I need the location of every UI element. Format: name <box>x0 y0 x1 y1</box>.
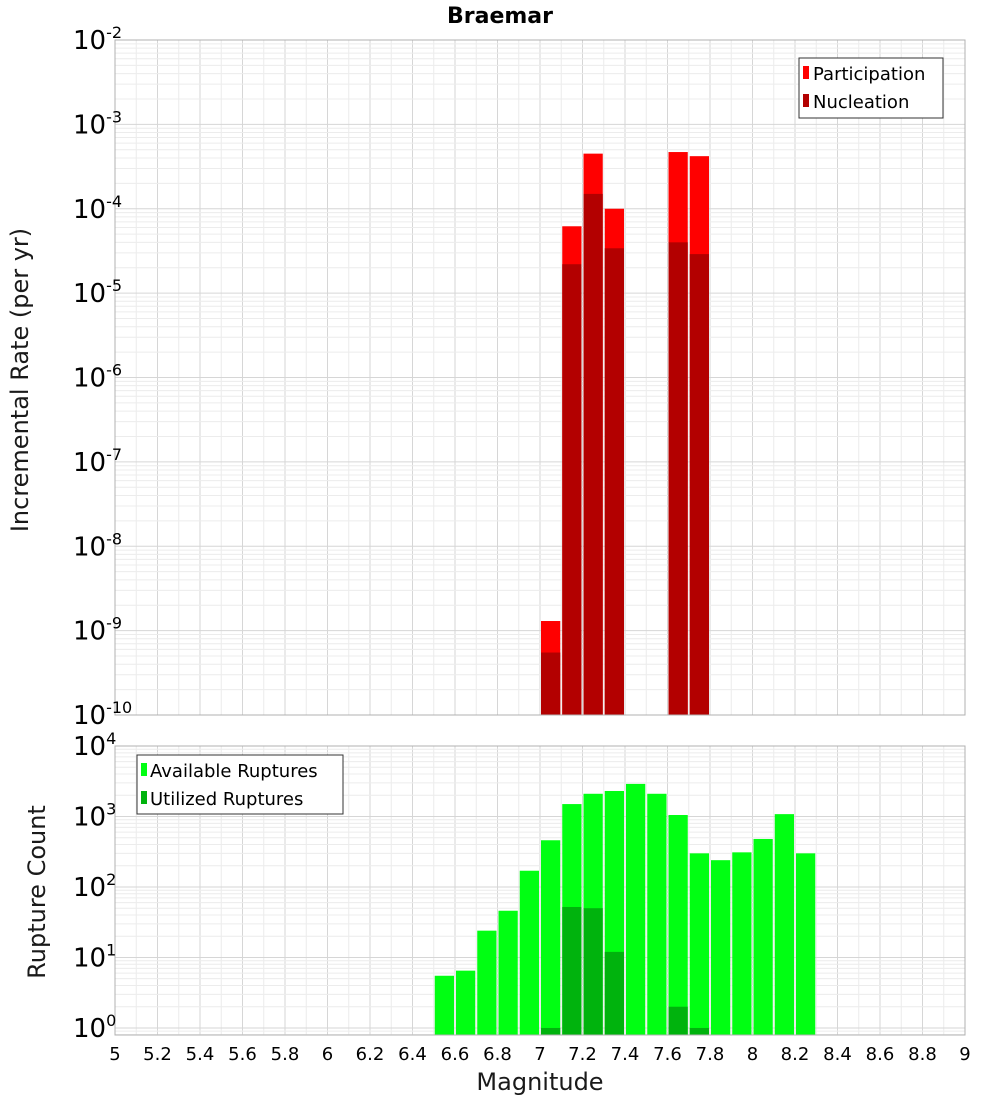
bottom-panel-rupture-count: 100 101 102 103 104 5 5.2 5.4 5.6 5.8 6 6.2 6.4 6.6 6… <box>23 729 971 1096</box>
top-plot-frame <box>114 39 966 716</box>
top-y-tick-label: 10-10 <box>73 698 132 731</box>
bottom-bar-utilized-ruptures <box>541 1027 561 1035</box>
top-y-tick-label: 10-8 <box>73 529 122 562</box>
legend-swatch-nucleation <box>803 94 809 107</box>
x-tick-label: 7.2 <box>568 1044 597 1065</box>
bottom-bar-available-ruptures <box>668 814 688 1035</box>
top-bars <box>541 152 709 716</box>
legend-swatch-utilized-ruptures <box>141 791 147 804</box>
bottom-bar-available-ruptures <box>498 910 518 1035</box>
bottom-bar-available-ruptures <box>456 970 476 1035</box>
legend-swatch-participation <box>803 66 809 79</box>
x-tick-label: 8.2 <box>781 1044 810 1065</box>
bottom-bars <box>434 783 816 1035</box>
x-tick-label: 5 <box>109 1044 120 1065</box>
top-y-tick-label: 10-9 <box>73 614 122 647</box>
legend-label-utilized-ruptures: Utilized Ruptures <box>150 789 303 810</box>
x-tick-label: 7.4 <box>611 1044 640 1065</box>
x-tick-label: 6.4 <box>398 1044 427 1065</box>
bottom-bar-available-ruptures <box>732 852 752 1035</box>
x-tick-label: 7.6 <box>653 1044 682 1065</box>
bottom-bar-available-ruptures <box>796 853 816 1035</box>
top-y-tick-label: 10-2 <box>73 23 122 56</box>
bottom-bar-available-ruptures <box>519 870 539 1035</box>
top-y-ticks: 10-10 10-9 10-8 10-7 10-6 10-5 10-4 10-3 10-2 <box>73 23 132 731</box>
bottom-bar-available-ruptures <box>711 860 731 1035</box>
x-tick-label: 5.8 <box>271 1044 300 1065</box>
x-tick-label: 8.8 <box>908 1044 937 1065</box>
top-panel-rate-plot: 10-10 10-9 10-8 10-7 10-6 10-5 10-4 10-3 10-2 In… <box>6 23 966 731</box>
top-legend: Participation Nucleation <box>798 57 944 119</box>
bottom-y-tick-label: 104 <box>73 729 116 762</box>
bottom-bar-available-ruptures <box>626 783 646 1035</box>
bottom-y-axis-label: Rupture Count <box>23 805 51 979</box>
legend-label-nucleation: Nucleation <box>813 92 909 113</box>
top-bar-nucleation <box>541 652 561 715</box>
bottom-legend-box <box>136 754 344 815</box>
bottom-bar-available-ruptures <box>689 853 709 1035</box>
top-y-tick-label: 10-5 <box>73 276 122 309</box>
legend-swatch-available-ruptures <box>141 763 147 776</box>
bottom-bar-utilized-ruptures <box>689 1027 709 1035</box>
top-bar-nucleation <box>689 254 709 715</box>
top-bar-nucleation <box>562 264 582 715</box>
bottom-bar-utilized-ruptures <box>562 906 582 1035</box>
top-y-tick-label: 10-6 <box>73 361 122 394</box>
top-y-tick-label: 10-3 <box>73 107 122 140</box>
bottom-grid <box>114 746 966 1036</box>
top-legend-box <box>798 57 944 119</box>
bottom-bar-utilized-ruptures <box>583 908 603 1035</box>
x-axis-label: Magnitude <box>476 1068 603 1096</box>
x-tick-label: 5.2 <box>143 1044 172 1065</box>
x-tick-label: 6.6 <box>441 1044 470 1065</box>
x-tick-label: 6.8 <box>483 1044 512 1065</box>
bottom-bar-available-ruptures <box>434 975 454 1035</box>
x-ticks: 5 5.2 5.4 5.6 5.8 6 6.2 6.4 6.6 6.8 7 7.2 7.4 7.6 7.8 8… <box>109 1044 970 1065</box>
legend-label-available-ruptures: Available Ruptures <box>150 761 318 782</box>
bottom-legend: Available Ruptures Utilized Ruptures <box>136 754 344 815</box>
legend-label-participation: Participation <box>813 64 925 85</box>
top-y-tick-label: 10-7 <box>73 445 122 478</box>
chart-title: Braemar <box>447 4 553 29</box>
top-y-axis-label: Incremental Rate (per yr) <box>6 228 34 532</box>
x-tick-label: 8 <box>747 1044 758 1065</box>
bottom-bar-available-ruptures <box>541 840 561 1035</box>
top-bar-nucleation <box>583 193 603 715</box>
top-grid <box>114 40 966 716</box>
bottom-bar-available-ruptures <box>774 814 794 1035</box>
x-tick-label: 8.6 <box>866 1044 895 1065</box>
top-bar-nucleation <box>668 242 688 716</box>
x-tick-label: 6.2 <box>356 1044 385 1065</box>
bottom-y-tick-label: 103 <box>73 799 116 832</box>
x-tick-label: 5.6 <box>228 1044 257 1065</box>
bottom-bar-available-ruptures <box>753 838 773 1035</box>
x-tick-label: 8.4 <box>823 1044 852 1065</box>
bottom-y-tick-label: 101 <box>73 940 116 973</box>
x-tick-label: 7 <box>534 1044 545 1065</box>
x-tick-label: 7.8 <box>696 1044 725 1065</box>
bottom-bar-utilized-ruptures <box>668 1006 688 1035</box>
x-tick-label: 9 <box>959 1044 970 1065</box>
bottom-y-tick-label: 100 <box>73 1011 116 1044</box>
bottom-y-tick-label: 102 <box>73 870 116 903</box>
bottom-plot-frame <box>114 745 966 1036</box>
bottom-y-ticks: 100 101 102 103 104 <box>73 729 116 1044</box>
bottom-bar-available-ruptures <box>477 930 497 1035</box>
bottom-bar-utilized-ruptures <box>604 951 624 1035</box>
top-bar-nucleation <box>604 248 624 715</box>
x-tick-label: 5.4 <box>186 1044 215 1065</box>
top-y-tick-label: 10-4 <box>73 192 122 225</box>
x-tick-label: 6 <box>322 1044 333 1065</box>
bottom-bar-available-ruptures <box>647 793 667 1035</box>
